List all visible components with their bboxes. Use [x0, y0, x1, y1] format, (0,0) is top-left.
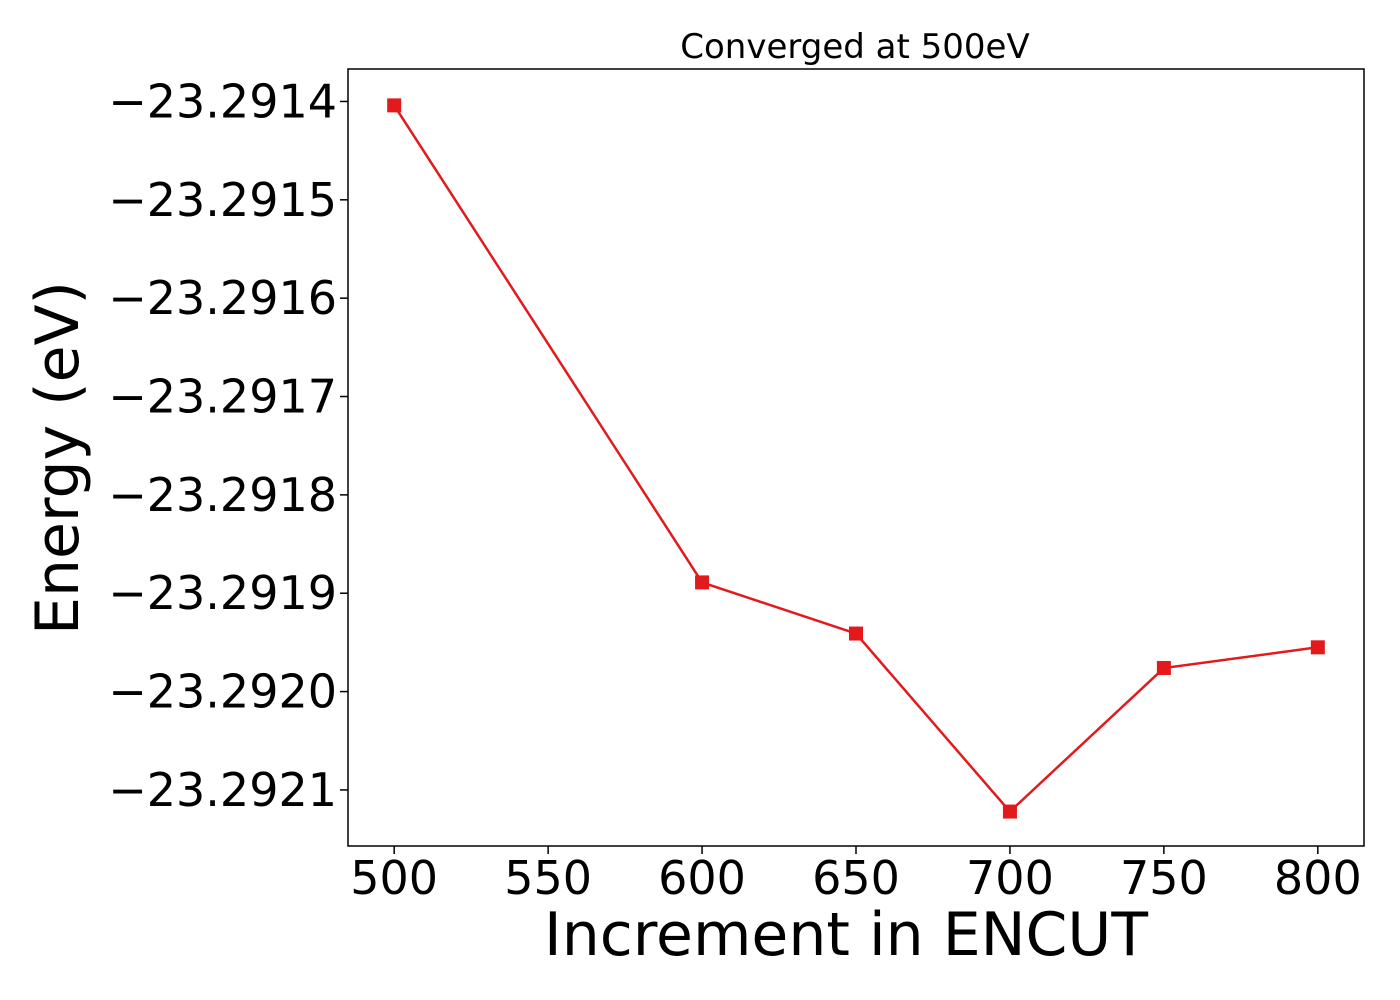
y-tick-label: −23.2916	[108, 271, 337, 325]
x-tick-label: 600	[658, 851, 746, 905]
plot-frame	[347, 68, 1365, 847]
y-tick-label: −23.2921	[108, 763, 337, 817]
x-tick-label: 800	[1274, 851, 1362, 905]
y-tick-label: −23.2919	[108, 566, 337, 620]
x-tick-label: 700	[966, 851, 1054, 905]
y-tick-label: −23.2915	[108, 173, 337, 227]
y-tick-label: −23.2920	[108, 665, 337, 719]
y-tick-label: −23.2918	[108, 468, 337, 522]
data-point-marker	[1002, 804, 1017, 819]
data-point-marker	[387, 98, 402, 113]
y-axis-label: Energy (eV)	[23, 281, 93, 635]
x-tick-label: 650	[812, 851, 900, 905]
data-point-marker	[695, 575, 710, 590]
x-tick-label: 550	[504, 851, 592, 905]
chart-title: Converged at 500eV	[680, 27, 1029, 67]
series-line	[393, 104, 1318, 814]
x-axis: 500 550 600 650 700 750 800	[350, 846, 1362, 905]
x-tick-label: 500	[350, 851, 438, 905]
data-point-marker	[1310, 640, 1325, 655]
x-tick-label: 750	[1120, 851, 1208, 905]
x-axis-label: Increment in ENCUT	[544, 900, 1148, 970]
data-point-marker	[1156, 660, 1171, 675]
plot-area	[387, 98, 1325, 819]
y-axis: −23.2914 −23.2915 −23.2916 −23.2917 −23.2918…	[108, 74, 348, 817]
data-point-marker	[849, 626, 863, 641]
y-tick-label: −23.2914	[108, 74, 337, 128]
y-tick-label: −23.2917	[108, 370, 337, 424]
